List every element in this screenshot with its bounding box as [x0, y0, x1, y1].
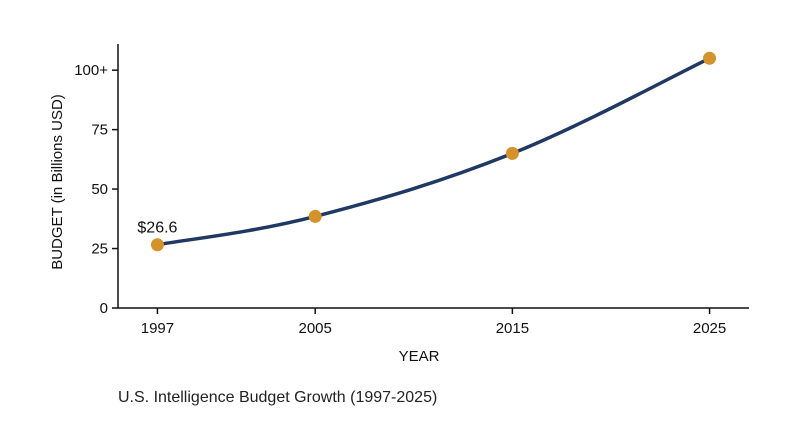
x-tick-label: 2015	[496, 320, 529, 337]
y-axis-title: BUDGET (in Billions USD)	[49, 94, 66, 270]
y-tick-label: 0	[100, 300, 108, 317]
data-point	[703, 51, 717, 65]
series-line	[155, 56, 712, 247]
y-tick-label: 50	[91, 181, 108, 198]
y-tick-label: 75	[91, 122, 108, 139]
data-point	[150, 238, 164, 252]
data-label: $26.6	[137, 220, 177, 237]
x-tick-label: 2005	[299, 320, 332, 337]
y-tick-label: 100+	[74, 62, 108, 79]
data-point	[308, 209, 322, 223]
chart-title: U.S. Intelligence Budget Growth (1997-20…	[118, 389, 438, 406]
axes	[117, 44, 749, 309]
series	[155, 56, 712, 247]
x-axis-title: YEAR	[399, 348, 440, 365]
ticks: 0 25 50 75 100+ 1997 2005 2015 2025	[74, 62, 726, 337]
x-tick-label: 1997	[141, 320, 174, 337]
x-tick-label: 2025	[693, 320, 726, 337]
data-point	[505, 146, 519, 160]
labels: YEAR BUDGET (in Billions USD) $26.6	[49, 94, 440, 365]
y-tick-label: 25	[91, 241, 108, 258]
markers	[150, 51, 717, 252]
